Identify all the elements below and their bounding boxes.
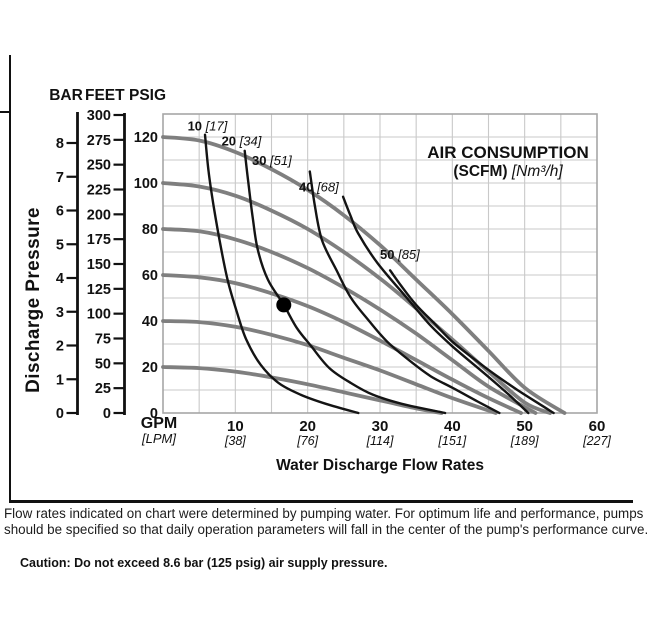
feet-scale-header: FEET — [85, 87, 125, 104]
legend-scfm-label: (SCFM) — [453, 163, 508, 180]
svg-text:20: 20 — [142, 360, 158, 376]
footer-note-line-1: Flow rates indicated on chart were deter… — [4, 506, 644, 521]
svg-text:30: 30 — [372, 418, 389, 435]
x-axis-unit-gpm: GPM — [140, 415, 178, 432]
svg-text:150: 150 — [87, 257, 111, 273]
svg-text:8: 8 — [56, 136, 64, 152]
svg-text:[227]: [227] — [582, 434, 611, 448]
svg-text:40 [68]: 40 [68] — [299, 180, 339, 195]
svg-text:5: 5 — [56, 237, 64, 253]
svg-text:0: 0 — [56, 406, 64, 422]
svg-text:200: 200 — [87, 207, 111, 223]
air-consumption-legend: AIR CONSUMPTION (SCFM) [Nm³/h] — [418, 143, 598, 181]
figure-left-tick — [0, 110, 10, 113]
svg-text:120: 120 — [134, 130, 158, 146]
svg-text:60: 60 — [142, 268, 158, 284]
svg-text:40: 40 — [142, 314, 158, 330]
svg-text:175: 175 — [87, 232, 111, 248]
svg-text:100: 100 — [134, 176, 158, 192]
svg-text:6: 6 — [56, 204, 64, 220]
svg-text:0: 0 — [103, 406, 111, 422]
svg-text:50: 50 — [516, 418, 533, 435]
svg-text:20: 20 — [299, 418, 316, 435]
svg-text:40: 40 — [444, 418, 461, 435]
svg-text:20 [34]: 20 [34] — [222, 134, 262, 149]
legend-nm3h-label: [Nm³/h] — [511, 163, 563, 180]
svg-text:75: 75 — [95, 332, 111, 348]
svg-text:10 [17]: 10 [17] — [188, 119, 228, 134]
svg-text:[38]: [38] — [224, 434, 246, 448]
bar-scale-header: BAR — [49, 87, 83, 104]
x-axis-unit-lpm: [LPM] — [142, 431, 176, 446]
svg-text:100: 100 — [87, 307, 111, 323]
svg-text:50 [85]: 50 [85] — [380, 247, 420, 262]
svg-text:[189]: [189] — [510, 434, 539, 448]
svg-text:50: 50 — [95, 356, 111, 372]
svg-text:3: 3 — [56, 305, 64, 321]
svg-text:30 [51]: 30 [51] — [252, 153, 292, 168]
figure-left-border — [8, 55, 11, 503]
svg-text:25: 25 — [95, 381, 111, 397]
svg-text:300: 300 — [87, 108, 111, 124]
legend-title: AIR CONSUMPTION — [427, 143, 589, 162]
svg-text:1: 1 — [56, 372, 64, 388]
psig-scale-header: PSIG — [129, 87, 167, 104]
svg-text:[76]: [76] — [296, 434, 318, 448]
svg-text:4: 4 — [56, 271, 64, 287]
figure-bottom-rule — [9, 499, 633, 503]
x-axis-title: Water Discharge Flow Rates — [276, 457, 484, 474]
footer-note-line-2: should be specified so that daily operat… — [4, 522, 649, 537]
svg-text:250: 250 — [87, 158, 111, 174]
svg-text:7: 7 — [56, 170, 64, 186]
legend-units: (SCFM) [Nm³/h] — [418, 162, 598, 181]
caution-note: Caution: Do not exceed 8.6 bar (125 psig… — [20, 556, 388, 570]
svg-text:10: 10 — [227, 418, 244, 435]
svg-text:275: 275 — [87, 133, 111, 149]
svg-text:0: 0 — [150, 406, 158, 422]
x-axis-unit-block: GPM [LPM] — [137, 415, 181, 446]
svg-text:225: 225 — [87, 183, 111, 199]
svg-text:[151]: [151] — [437, 434, 466, 448]
svg-text:2: 2 — [56, 339, 64, 355]
footer-note: Flow rates indicated on chart were deter… — [4, 506, 648, 538]
svg-text:60: 60 — [589, 418, 606, 435]
svg-text:80: 80 — [142, 222, 158, 238]
svg-text:125: 125 — [87, 282, 111, 298]
svg-text:[114]: [114] — [366, 434, 394, 448]
